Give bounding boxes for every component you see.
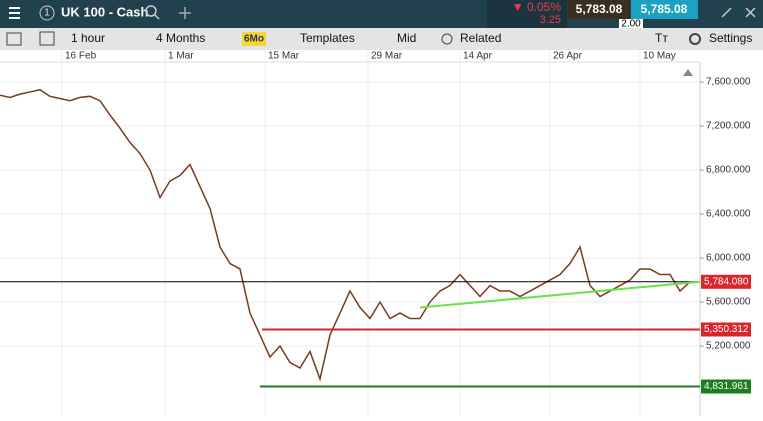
related-icon (441, 33, 453, 45)
layout-icon[interactable] (39, 31, 55, 46)
panel-icon[interactable] (6, 32, 22, 46)
date-label: 10 May (643, 51, 676, 62)
spread: 2.00 (621, 19, 641, 30)
y-tick-label: 6,800.000 (706, 165, 751, 176)
level-label-box (701, 274, 751, 289)
instrument-number: 1 (44, 8, 50, 19)
buy-box[interactable] (631, 0, 698, 19)
level-label-box (701, 379, 751, 394)
date-label: 29 Mar (371, 51, 403, 62)
templates[interactable]: Templates (300, 31, 355, 45)
close-icon[interactable] (745, 7, 756, 18)
toolbar (0, 28, 763, 50)
text-size[interactable]: Tт (655, 31, 668, 45)
range[interactable]: 4 Months (156, 31, 205, 45)
level-label: 5,784.080 (704, 276, 749, 287)
price-type[interactable]: Mid (397, 31, 416, 45)
search-icon[interactable] (145, 5, 160, 20)
y-tick-label: 6,000.000 (706, 253, 751, 264)
interval[interactable]: 1 hour (71, 31, 105, 45)
instrument-badge (39, 5, 55, 21)
sell-price: 5,783.08 (576, 2, 623, 16)
settings[interactable]: Settings (709, 31, 752, 45)
scroll-top[interactable] (683, 69, 693, 76)
level-label-box (701, 322, 751, 337)
buy-price: 5,785.08 (641, 2, 688, 16)
y-tick-label: 5,600.000 (706, 297, 751, 308)
trendline (419, 280, 701, 309)
menu-icon[interactable] (9, 7, 20, 19)
related[interactable]: Related (460, 31, 501, 45)
level-label: 5,350.312 (704, 324, 749, 335)
settings-icon (689, 33, 701, 45)
range-badge-box (242, 32, 266, 46)
date-label: 15 Mar (268, 51, 300, 62)
date-label: 26 Apr (553, 51, 583, 62)
level-label: 4,831.961 (704, 381, 749, 392)
y-tick-label: 7,200.000 (706, 121, 751, 132)
date-label: 1 Mar (168, 51, 194, 62)
expand-icon[interactable] (721, 7, 732, 18)
instrument-name[interactable]: UK 100 - Cash (61, 4, 148, 19)
change-points: 3.25 (540, 14, 561, 26)
y-tick-label: 5,200.000 (706, 341, 751, 352)
add-icon[interactable] (179, 7, 191, 19)
change-percent: ▼ 0.05% (512, 0, 562, 14)
y-tick-label: 7,600.000 (706, 77, 751, 88)
spread-box (619, 19, 643, 28)
range-badge[interactable]: 6Mo (244, 34, 264, 45)
price-line (0, 88, 691, 382)
y-tick-label: 6,400.000 (706, 209, 751, 220)
change-panel (487, 0, 567, 28)
date-label: 16 Feb (65, 51, 97, 62)
sell-box[interactable] (568, 0, 630, 19)
date-label: 14 Apr (463, 51, 493, 62)
